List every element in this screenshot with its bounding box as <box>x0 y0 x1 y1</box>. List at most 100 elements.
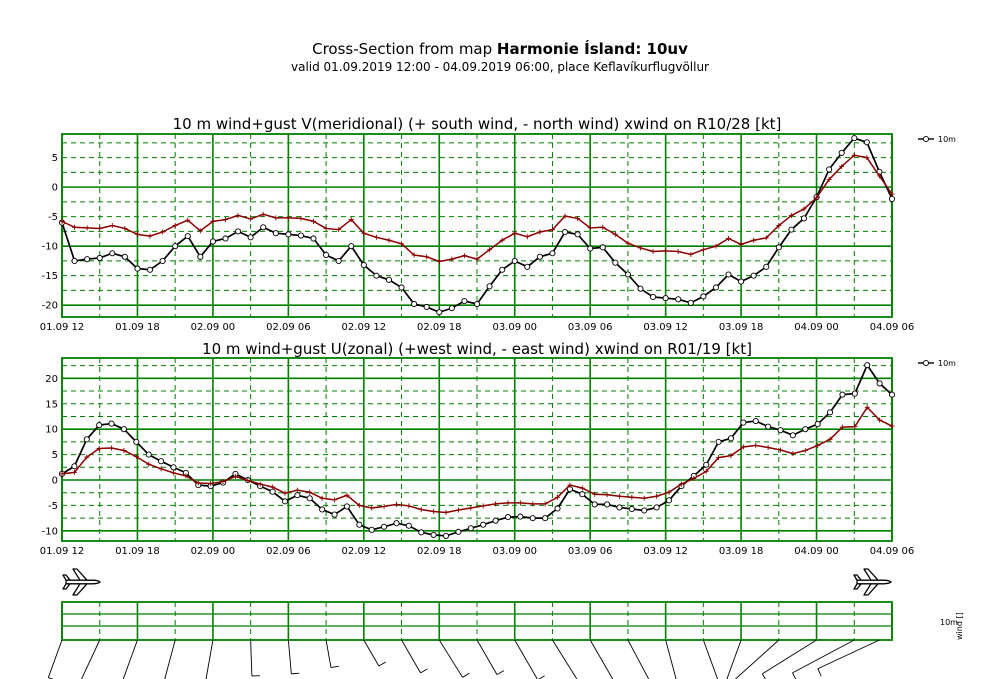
gust-point <box>121 448 127 454</box>
wind-point <box>888 391 896 398</box>
gust-point <box>788 212 794 218</box>
x-tick-label: 02.09 18 <box>417 322 462 333</box>
gust-point <box>517 500 523 506</box>
wind-barb-staff <box>401 639 421 674</box>
gust-point <box>814 195 820 201</box>
gust-point <box>344 492 350 498</box>
wind-point <box>269 488 276 495</box>
wind-point <box>763 263 770 270</box>
wind-barb-feather <box>817 668 822 677</box>
wind-point <box>777 427 784 434</box>
gust-point <box>443 510 449 516</box>
wind-point <box>802 426 809 433</box>
gust-point <box>319 495 325 501</box>
gust-point <box>765 444 771 450</box>
wind-point <box>310 235 317 242</box>
wind-point <box>71 463 78 470</box>
wind-point <box>260 224 267 231</box>
gust-point <box>889 191 895 197</box>
gust-point <box>839 424 845 430</box>
wind-barb-staff <box>589 639 614 679</box>
x-tick-label: 01.09 18 <box>115 322 160 333</box>
gust-point <box>59 471 65 477</box>
strip-side-label: wind [] <box>955 612 964 640</box>
wind-point <box>393 520 400 527</box>
wind-point <box>851 390 858 397</box>
y-tick-label: -5 <box>48 501 58 512</box>
wind-barb-staff <box>47 639 63 678</box>
gust-point <box>369 505 375 511</box>
wind-point <box>687 299 694 306</box>
gust-point <box>512 230 518 236</box>
gust-point <box>625 240 631 246</box>
legend-marker <box>922 135 930 143</box>
wind-point <box>398 284 405 291</box>
x-tick-label: 04.09 06 <box>870 322 915 333</box>
gust-point <box>160 229 166 235</box>
wind-point <box>172 243 179 250</box>
x-tick-label: 03.09 06 <box>568 322 613 333</box>
gust-point <box>393 501 399 507</box>
y-tick-label: 20 <box>45 374 58 385</box>
wind-point <box>385 276 393 283</box>
gust-point <box>851 152 857 158</box>
wind-point <box>675 296 682 303</box>
gust-point <box>876 173 882 179</box>
gust-point <box>424 254 430 260</box>
wind-point <box>863 139 870 146</box>
wind-barb-feather <box>330 665 339 669</box>
wind-barb-feather <box>378 661 386 667</box>
wind-point <box>814 421 821 428</box>
panel-1-meridional: -20 -15 -10 -5 0 5 01.09 12 01.09 18 02.09 00 02.… <box>40 133 956 333</box>
wind-point <box>145 451 152 458</box>
wind-barb-staff <box>164 639 176 679</box>
x-tick-label: 01.09 12 <box>40 322 85 333</box>
gust-point <box>285 215 291 221</box>
legend-label: 10m <box>938 359 956 368</box>
wind-point <box>146 266 154 273</box>
y-tick-label: 5 <box>52 450 58 461</box>
wind-point <box>624 271 631 278</box>
gust-point <box>399 241 405 247</box>
gust-point <box>505 500 511 506</box>
wind-barb-feather <box>420 668 428 674</box>
gust-point <box>356 502 362 508</box>
wind-point <box>423 303 430 311</box>
gust-point <box>555 494 561 500</box>
gust-point <box>678 481 684 487</box>
gust-point <box>59 218 65 224</box>
gust-point <box>889 423 895 429</box>
y-tick-label: -15 <box>42 271 58 282</box>
wind-point <box>612 259 619 266</box>
wind-point <box>616 504 623 511</box>
wind-barb-feather <box>291 672 300 675</box>
wind-point <box>725 271 732 278</box>
gust-point <box>499 237 505 243</box>
wind-point <box>504 514 512 521</box>
gust-point <box>455 507 461 513</box>
gust-point <box>641 495 647 501</box>
gust-point <box>431 509 437 515</box>
wind-point <box>650 293 657 300</box>
gust-point <box>361 230 367 236</box>
wind-barb-staff <box>438 639 463 678</box>
y-tick-label: 0 <box>52 476 58 487</box>
gust-point <box>468 505 474 511</box>
x-tick-label: 03.09 18 <box>719 546 764 557</box>
wind-point <box>294 492 301 499</box>
gust-point <box>197 228 203 234</box>
x-tick-label: 02.09 12 <box>342 322 387 333</box>
gust-point <box>480 503 486 509</box>
wind-point <box>134 265 141 272</box>
wind-point <box>641 507 648 514</box>
wind-point <box>637 285 644 292</box>
gust-point <box>84 454 90 460</box>
gust-point <box>97 225 103 231</box>
wind-barb-staff <box>205 639 214 679</box>
x-tick-label: 01.09 18 <box>115 546 160 557</box>
gust-point <box>311 218 317 224</box>
wind-barb-staff <box>627 639 650 679</box>
gust-point <box>158 466 164 472</box>
wind-barb-feather <box>792 672 797 679</box>
